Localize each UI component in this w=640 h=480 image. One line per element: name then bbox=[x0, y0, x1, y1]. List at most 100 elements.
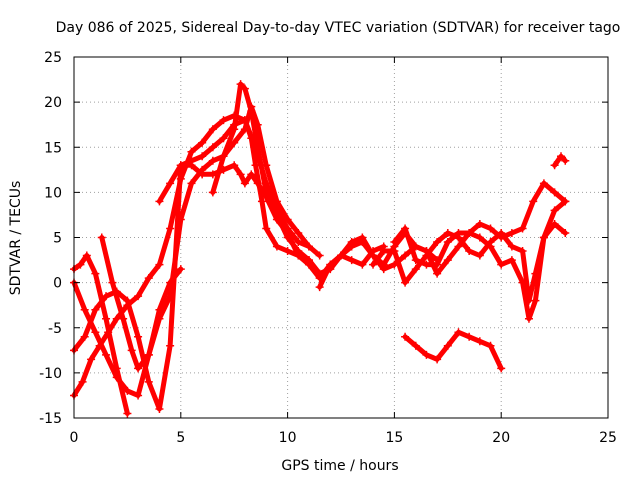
grid-lines bbox=[74, 57, 608, 418]
data-point bbox=[219, 134, 228, 143]
data-point bbox=[561, 228, 570, 237]
data-point bbox=[198, 152, 207, 161]
x-axis-ticks: 0 5 10 15 20 25 bbox=[70, 57, 617, 446]
data-point bbox=[433, 238, 442, 247]
data-point bbox=[208, 188, 217, 197]
data-point bbox=[230, 125, 239, 134]
data-point bbox=[187, 179, 196, 188]
y-tick-label: 10 bbox=[44, 185, 62, 201]
data-point bbox=[550, 219, 559, 228]
data-point bbox=[112, 364, 121, 373]
data-point bbox=[208, 156, 217, 165]
data-point bbox=[208, 143, 217, 152]
data-point bbox=[475, 337, 484, 346]
data-point bbox=[347, 256, 356, 265]
x-tick-label: 15 bbox=[385, 430, 403, 446]
chart-title: Day 086 of 2025, Sidereal Day-to-day VTE… bbox=[56, 20, 621, 36]
series-track-11 bbox=[401, 328, 506, 373]
data-point bbox=[262, 224, 271, 233]
x-tick-label: 10 bbox=[279, 430, 297, 446]
series-track-4 bbox=[70, 251, 132, 418]
data-point bbox=[475, 233, 484, 242]
data-point bbox=[198, 170, 207, 179]
data-point bbox=[166, 341, 175, 350]
data-point bbox=[315, 269, 324, 278]
data-point bbox=[486, 341, 495, 350]
data-point bbox=[433, 260, 442, 269]
y-tick-label: 5 bbox=[53, 231, 62, 247]
series-track-12 bbox=[550, 152, 570, 170]
data-point bbox=[497, 260, 506, 269]
data-point bbox=[187, 147, 196, 156]
data-point bbox=[475, 251, 484, 260]
data-point bbox=[557, 152, 566, 161]
data-point bbox=[283, 233, 292, 242]
data-point bbox=[550, 161, 559, 170]
data-point bbox=[272, 242, 281, 251]
data-point bbox=[123, 409, 132, 418]
data-point bbox=[176, 265, 185, 274]
data-point bbox=[251, 161, 260, 170]
data-point bbox=[465, 247, 474, 256]
data-point bbox=[379, 265, 388, 274]
data-point bbox=[272, 210, 281, 219]
y-tick-label: 0 bbox=[53, 276, 62, 292]
data-point bbox=[91, 269, 100, 278]
data-point bbox=[422, 251, 431, 260]
data-point bbox=[337, 251, 345, 260]
data-point bbox=[539, 179, 548, 188]
x-tick-label: 0 bbox=[70, 430, 79, 446]
data-point bbox=[358, 238, 367, 247]
y-tick-label: -10 bbox=[39, 366, 62, 382]
y-tick-label: 15 bbox=[44, 140, 62, 156]
data-point bbox=[433, 355, 442, 364]
x-tick-label: 5 bbox=[176, 430, 185, 446]
data-point bbox=[108, 278, 117, 287]
series-track-8 bbox=[315, 179, 570, 292]
data-point bbox=[443, 228, 452, 237]
data-point bbox=[166, 179, 175, 188]
data-point bbox=[315, 251, 324, 260]
data-point bbox=[518, 224, 527, 233]
data-point bbox=[304, 256, 313, 265]
data-point bbox=[123, 386, 132, 395]
data-point bbox=[236, 170, 245, 179]
data-point bbox=[80, 305, 89, 314]
data-point bbox=[219, 152, 228, 161]
data-point bbox=[433, 269, 442, 278]
data-point bbox=[187, 161, 196, 170]
data-point bbox=[401, 332, 410, 341]
data-point bbox=[208, 125, 217, 134]
data-point bbox=[304, 242, 313, 251]
data-point bbox=[166, 224, 175, 233]
y-tick-label: 25 bbox=[44, 50, 62, 66]
data-point bbox=[401, 251, 410, 260]
y-tick-label: -5 bbox=[48, 321, 62, 337]
x-axis-label: GPS time / hours bbox=[281, 458, 398, 474]
series-line bbox=[402, 329, 504, 371]
data-point bbox=[507, 242, 516, 251]
data-point bbox=[529, 197, 538, 206]
y-tick-label: -15 bbox=[39, 411, 62, 427]
data-point bbox=[497, 228, 506, 237]
data-point bbox=[134, 332, 143, 341]
data-point bbox=[443, 256, 452, 265]
data-point bbox=[465, 228, 474, 237]
data-point bbox=[219, 116, 228, 125]
data-point bbox=[240, 179, 249, 188]
data-point bbox=[486, 224, 495, 233]
data-point bbox=[411, 341, 420, 350]
data-point bbox=[123, 296, 132, 305]
data-point bbox=[539, 233, 548, 242]
data-point bbox=[561, 197, 570, 206]
data-point bbox=[240, 125, 249, 134]
data-point bbox=[257, 197, 266, 206]
data-point bbox=[550, 188, 559, 197]
data-point bbox=[80, 332, 89, 341]
data-point bbox=[155, 197, 164, 206]
data-point bbox=[369, 251, 378, 260]
data-point bbox=[134, 292, 143, 301]
data-point bbox=[247, 170, 256, 179]
data-point bbox=[176, 215, 185, 224]
data-point bbox=[76, 260, 85, 269]
